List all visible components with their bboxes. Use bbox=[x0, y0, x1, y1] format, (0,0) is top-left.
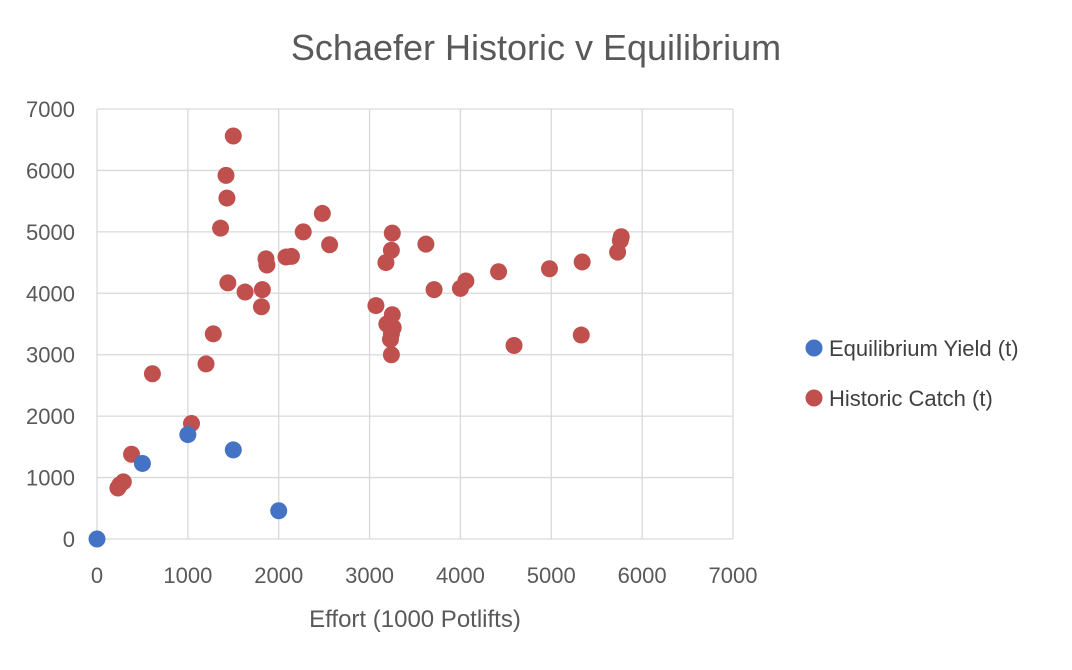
historic-catch-point bbox=[367, 297, 385, 315]
y-tick-label: 2000 bbox=[26, 404, 75, 429]
historic-catch-point bbox=[219, 274, 237, 292]
x-tick-label: 5000 bbox=[527, 563, 576, 588]
y-tick-label: 1000 bbox=[26, 466, 75, 491]
x-tick-label: 2000 bbox=[254, 563, 303, 588]
legend-marker-historic-catch bbox=[805, 389, 823, 407]
historic-catch-point bbox=[417, 235, 435, 253]
historic-catch-point bbox=[384, 319, 402, 337]
historic-catch-point bbox=[490, 263, 508, 281]
y-tick-label: 6000 bbox=[26, 158, 75, 183]
historic-catch-point bbox=[383, 306, 401, 324]
y-axis-ticks: 0 1000 2000 3000 4000 5000 6000 7000 bbox=[26, 97, 75, 552]
historic-catch-point bbox=[612, 228, 630, 246]
historic-catch-point bbox=[457, 272, 475, 290]
historic-catch-point bbox=[282, 247, 300, 265]
equilibrium-yield-point bbox=[270, 502, 288, 520]
equilibrium-yield-point bbox=[88, 530, 106, 548]
historic-catch-point bbox=[114, 473, 132, 491]
historic-catch-point bbox=[505, 337, 523, 354]
historic-catch-point bbox=[212, 219, 230, 237]
historic-catch-point bbox=[252, 298, 270, 316]
historic-catch-point bbox=[425, 281, 443, 299]
equilibrium-yield-point bbox=[133, 454, 151, 472]
grid bbox=[96, 108, 734, 540]
y-tick-label: 4000 bbox=[26, 281, 75, 306]
historic-catch-point bbox=[218, 189, 236, 207]
historic-catch-point bbox=[258, 256, 276, 274]
historic-catch-point bbox=[217, 166, 235, 184]
legend-marker-equilibrium-yield bbox=[805, 339, 823, 357]
historic-catch-point bbox=[382, 241, 400, 259]
historic-catch-point bbox=[236, 283, 254, 301]
historic-catch-point bbox=[572, 326, 590, 344]
historic-catch-point bbox=[253, 281, 271, 299]
legend-label-equilibrium-yield: Equilibrium Yield (t) bbox=[829, 336, 1019, 361]
x-tick-label: 0 bbox=[91, 563, 103, 588]
chart-title: Schaefer Historic v Equilibrium bbox=[291, 27, 781, 68]
x-tick-label: 1000 bbox=[163, 563, 212, 588]
historic-catch-point bbox=[224, 127, 242, 145]
legend: Equilibrium Yield (t) Historic Catch (t) bbox=[805, 336, 1019, 411]
x-axis-title: Effort (1000 Potlifts) bbox=[309, 606, 521, 633]
historic-catch-point bbox=[383, 224, 401, 242]
historic-catch-point bbox=[313, 204, 331, 222]
y-tick-label: 3000 bbox=[26, 343, 75, 368]
x-tick-label: 6000 bbox=[618, 563, 667, 588]
x-tick-label: 7000 bbox=[709, 563, 758, 588]
historic-catch-point bbox=[540, 260, 558, 278]
y-tick-label: 7000 bbox=[26, 97, 75, 122]
data-points bbox=[88, 127, 630, 548]
historic-catch-point bbox=[294, 223, 312, 241]
historic-catch-point bbox=[382, 346, 400, 364]
historic-catch-point bbox=[321, 236, 339, 254]
equilibrium-yield-point bbox=[224, 441, 242, 459]
equilibrium-yield-point bbox=[179, 426, 197, 444]
legend-label-historic-catch: Historic Catch (t) bbox=[829, 386, 993, 411]
x-axis-ticks: 0 1000 2000 3000 4000 5000 6000 7000 bbox=[91, 563, 758, 588]
y-tick-label: 0 bbox=[63, 527, 75, 552]
historic-catch-point bbox=[143, 365, 161, 383]
y-tick-label: 5000 bbox=[26, 220, 75, 245]
historic-catch-point bbox=[204, 325, 222, 343]
x-tick-label: 3000 bbox=[345, 563, 394, 588]
historic-catch-point bbox=[197, 355, 215, 373]
historic-catch-point bbox=[573, 253, 591, 271]
x-tick-label: 4000 bbox=[436, 563, 485, 588]
